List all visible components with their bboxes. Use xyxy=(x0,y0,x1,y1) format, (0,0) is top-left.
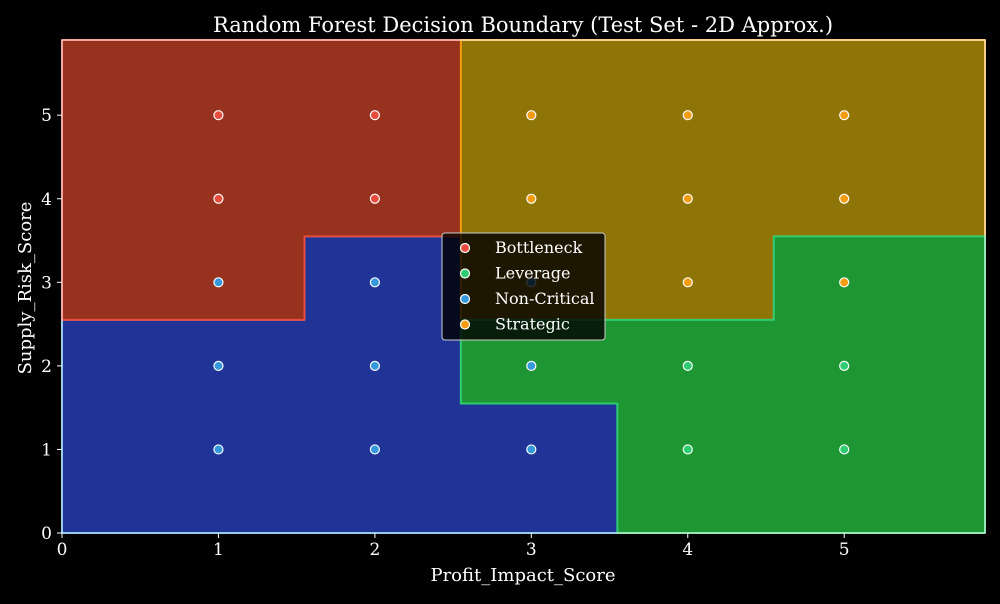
point-leverage xyxy=(839,360,850,371)
legend-marker xyxy=(459,268,471,279)
y-tick-label: 1 xyxy=(41,440,52,460)
plot-frame xyxy=(61,39,986,534)
point-strategic xyxy=(682,277,693,288)
legend-marker xyxy=(459,319,471,330)
x-axis-label: Profit_Impact_Score xyxy=(430,565,615,586)
y-axis-ticks: 0 1 2 3 4 5 xyxy=(41,106,62,544)
point-non-critical xyxy=(213,277,224,288)
legend-label: Non-Critical xyxy=(495,289,595,308)
x-tick-label: 1 xyxy=(213,540,224,560)
point-non-critical xyxy=(213,444,224,455)
point-non-critical xyxy=(526,444,537,455)
point-leverage xyxy=(839,444,850,455)
y-tick-label: 3 xyxy=(41,273,52,293)
x-tick-label: 4 xyxy=(682,540,693,560)
chart-title: Random Forest Decision Boundary (Test Se… xyxy=(213,13,833,37)
point-strategic xyxy=(682,193,693,204)
y-tick-label: 0 xyxy=(41,524,52,544)
y-tick-label: 5 xyxy=(41,106,52,126)
x-tick-label: 2 xyxy=(369,540,380,560)
point-non-critical xyxy=(369,360,380,371)
point-strategic xyxy=(839,193,850,204)
legend-marker xyxy=(459,242,471,254)
point-non-critical xyxy=(369,444,380,455)
y-tick-label: 2 xyxy=(41,357,52,377)
x-tick-label: 3 xyxy=(526,540,537,560)
point-leverage xyxy=(682,360,693,371)
point-bottleneck xyxy=(369,110,380,121)
legend: Bottleneck Leverage Non-Critical Strategic xyxy=(441,232,606,341)
test-points xyxy=(213,110,850,455)
point-bottleneck xyxy=(369,193,380,204)
point-strategic xyxy=(526,193,537,204)
point-strategic xyxy=(526,110,537,121)
y-tick-label: 4 xyxy=(41,190,52,210)
point-strategic xyxy=(682,110,693,121)
y-axis-label: Supply_Risk_Score xyxy=(15,202,36,375)
x-tick-label: 5 xyxy=(839,540,850,560)
point-non-critical xyxy=(369,277,380,288)
x-tick-label: 0 xyxy=(57,540,68,560)
point-strategic xyxy=(839,277,850,288)
legend-label: Leverage xyxy=(495,264,571,283)
x-axis-ticks: 0 1 2 3 4 5 xyxy=(57,533,850,560)
legend-marker xyxy=(459,293,471,305)
legend-label: Strategic xyxy=(495,315,570,334)
point-bottleneck xyxy=(213,193,224,204)
point-non-critical xyxy=(213,360,224,371)
legend-label: Bottleneck xyxy=(495,238,583,257)
point-non-critical xyxy=(526,360,537,371)
legend-box xyxy=(441,232,606,341)
point-leverage xyxy=(682,444,693,455)
point-strategic xyxy=(839,110,850,121)
point-bottleneck xyxy=(213,110,224,121)
